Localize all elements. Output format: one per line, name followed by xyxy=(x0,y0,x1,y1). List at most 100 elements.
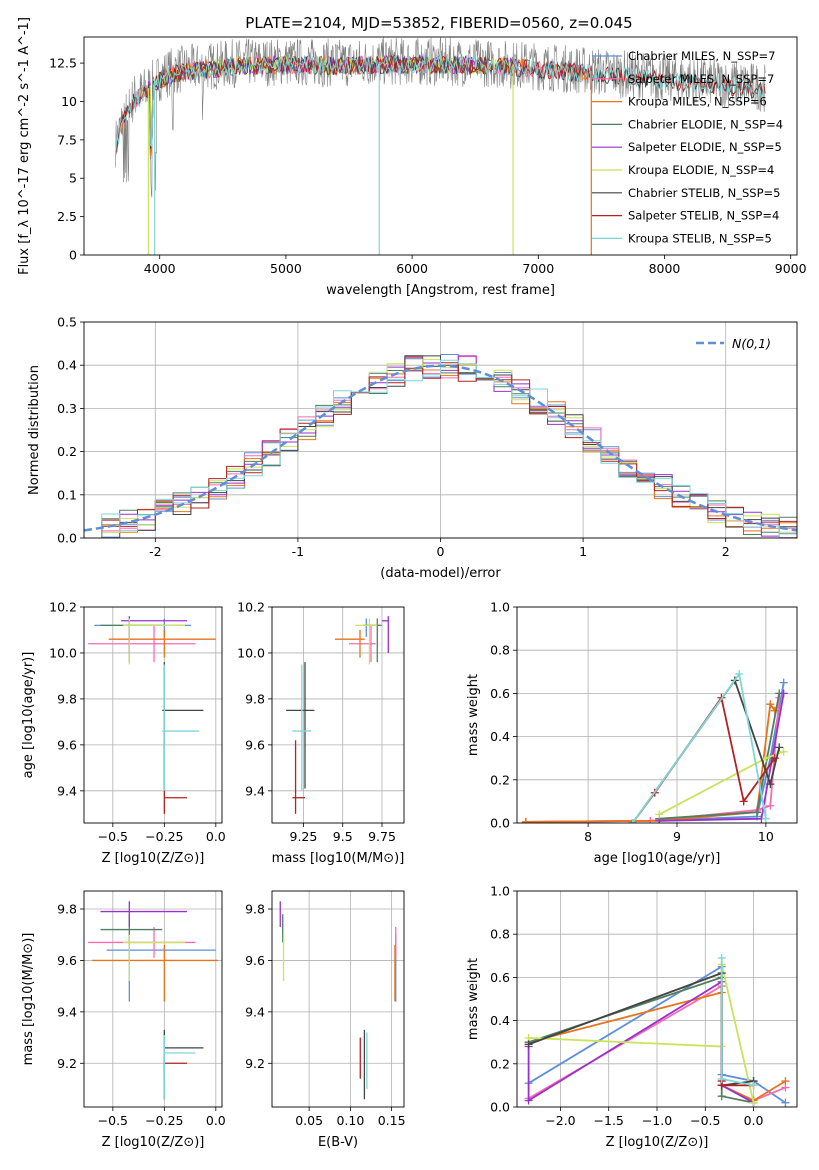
x-tick-label: −0.25 xyxy=(145,1113,183,1128)
x-tick-label: 8000 xyxy=(649,261,681,276)
mass-weight-marker xyxy=(781,1098,790,1107)
y-tick-label: 1.0 xyxy=(490,600,510,615)
y-tick-label: 10.2 xyxy=(49,600,77,615)
y-tick-label: 9.6 xyxy=(57,737,77,752)
mass-weight-marker xyxy=(524,1040,533,1049)
panel-residuals: -2 -1 0 1 2 0.0 0.1 0.2 0.3 0.4 0.5 (data-model)/er… xyxy=(27,315,798,581)
y-tick-label: 0.3 xyxy=(57,401,77,416)
y-tick-label: 9.8 xyxy=(245,902,265,917)
panel-mass-age: 9.25 9.5 9.75 9.4 9.6 9.8 10.0 10.2 mass [log10(… xyxy=(237,600,405,866)
mass-weight-marker xyxy=(735,669,744,678)
x-tick-label: 0.05 xyxy=(295,1113,323,1128)
x-axis-label: mass [log10(M/M⊙)] xyxy=(272,851,405,866)
y-tick-label: 0.2 xyxy=(57,444,77,459)
x-tick-label: 0.0 xyxy=(206,1113,226,1128)
y-tick-label: 0.0 xyxy=(490,816,510,831)
x-tick-label: 7000 xyxy=(522,261,554,276)
panel-z-age: −0.5 −0.25 0.0 9.4 9.6 9.8 10.0 10.2 Z [log10(Z/… xyxy=(21,600,226,867)
x-tick-label: 9 xyxy=(673,829,681,844)
y-tick-label: 9.4 xyxy=(245,783,265,798)
plot-area xyxy=(84,891,222,1107)
y-tick-label: 9.6 xyxy=(57,953,77,968)
x-axis-label: Z [log10(Z/Z⊙)] xyxy=(102,851,205,866)
x-tick-label: −2.0 xyxy=(545,1113,575,1128)
x-tick-label: −0.5 xyxy=(98,829,128,844)
y-tick-label: 0.6 xyxy=(490,686,510,701)
legend-label: Kroupa MILES, N_SSP=6 xyxy=(628,95,767,109)
y-tick-label: 10.0 xyxy=(237,645,265,660)
x-axis-label: Z [log10(Z/Z⊙)] xyxy=(102,1135,205,1150)
histogram-step xyxy=(84,359,797,538)
figure-title: PLATE=2104, MJD=53852, FIBERID=0560, z=0… xyxy=(245,14,632,32)
panel-z-massweight: −2.0 −1.5 −1.0 −0.5 0.0 0.0 0.2 0.4 0.6 0.8 1.0 Z [… xyxy=(466,884,798,1150)
x-axis-label: wavelength [Angstrom, rest frame] xyxy=(326,283,555,298)
y-tick-label: 0.5 xyxy=(57,315,77,330)
axes-frame xyxy=(83,606,223,824)
legend-label: Chabrier MILES, N_SSP=7 xyxy=(628,49,775,63)
y-tick-label: 0.0 xyxy=(490,1100,510,1115)
y-tick-label: 0.0 xyxy=(57,531,77,546)
panel-z-mass: −0.5 −0.25 0.0 9.2 9.4 9.6 9.8 Z [log10(Z/Z⊙)] m… xyxy=(21,890,226,1150)
y-tick-label: 9.6 xyxy=(245,737,265,752)
axes-frame xyxy=(83,890,223,1108)
x-tick-label: −0.25 xyxy=(145,829,183,844)
y-tick-label: 10.2 xyxy=(237,600,265,615)
plot-area xyxy=(272,607,404,823)
plot-area xyxy=(84,607,222,823)
mass-weight-marker xyxy=(521,817,530,823)
legend-label: Kroupa ELODIE, N_SSP=4 xyxy=(628,163,774,177)
spectrum-model-line xyxy=(115,54,766,156)
x-tick-label: 0.10 xyxy=(336,1113,364,1128)
x-tick-label: 0.0 xyxy=(206,829,226,844)
y-axis-label: Flux [f_λ 10^-17 erg cm^-2 s^-1 A^-1] xyxy=(17,17,32,275)
y-tick-label: 9.2 xyxy=(57,1056,77,1071)
axes-frame xyxy=(516,890,798,1108)
y-tick-label: 9.2 xyxy=(245,1056,265,1071)
mass-weight-line xyxy=(659,693,785,822)
mass-weight-marker xyxy=(766,801,775,810)
panel-ebv-mass: 0.05 0.10 0.15 9.2 9.4 9.6 9.8 E(B-V) xyxy=(245,890,406,1150)
mass-weight-marker xyxy=(779,678,788,687)
axes-frame xyxy=(83,36,798,256)
spectrum-data-line xyxy=(115,37,766,198)
y-tick-label: 0.4 xyxy=(490,1013,510,1028)
y-tick-label: 2.5 xyxy=(57,209,77,224)
y-tick-label: 10.0 xyxy=(49,645,77,660)
x-tick-label: −1.5 xyxy=(594,1113,624,1128)
axes-frame xyxy=(271,890,405,1108)
mass-weight-marker xyxy=(779,747,788,756)
plot-area xyxy=(517,891,797,1107)
mass-weight-marker xyxy=(781,1077,790,1086)
mass-weight-marker xyxy=(775,743,784,752)
y-axis-label: mass [log10(M/M⊙)] xyxy=(21,933,36,1066)
y-axis-label: age [log10(age/yr)] xyxy=(21,652,36,779)
mass-weight-line xyxy=(631,678,781,823)
x-tick-label: −1.0 xyxy=(642,1113,672,1128)
x-axis-label: E(B-V) xyxy=(318,1135,358,1150)
y-tick-label: 0.8 xyxy=(490,927,510,942)
normal-curve xyxy=(84,364,797,532)
axes-frame xyxy=(83,321,798,539)
y-axis-label: mass weight xyxy=(466,958,481,1040)
plot-area xyxy=(272,891,404,1107)
mass-weight-marker xyxy=(761,814,770,823)
y-tick-label: 0.4 xyxy=(57,358,77,373)
y-axis-label: mass weight xyxy=(466,674,481,756)
y-tick-label: 0 xyxy=(69,248,77,263)
mass-weight-marker xyxy=(524,1096,533,1105)
legend-label: Kroupa STELIB, N_SSP=5 xyxy=(628,231,772,245)
plot-area xyxy=(84,322,797,538)
mass-weight-line xyxy=(528,971,754,1087)
x-tick-label: 6000 xyxy=(396,261,428,276)
y-tick-label: 9.4 xyxy=(57,783,77,798)
x-tick-label: 9000 xyxy=(775,261,807,276)
legend-label: Salpeter ELODIE, N_SSP=5 xyxy=(628,140,782,154)
legend-label: Chabrier STELIB, N_SSP=5 xyxy=(628,186,780,200)
y-tick-label: 0.4 xyxy=(490,729,510,744)
panel-age-massweight: 8 9 10 0.0 0.2 0.4 0.6 0.8 1.0 age [log10(age/yr)… xyxy=(466,600,798,866)
x-tick-label: 4000 xyxy=(144,261,176,276)
x-tick-label: 0 xyxy=(437,544,445,559)
mass-weight-marker xyxy=(753,808,761,817)
